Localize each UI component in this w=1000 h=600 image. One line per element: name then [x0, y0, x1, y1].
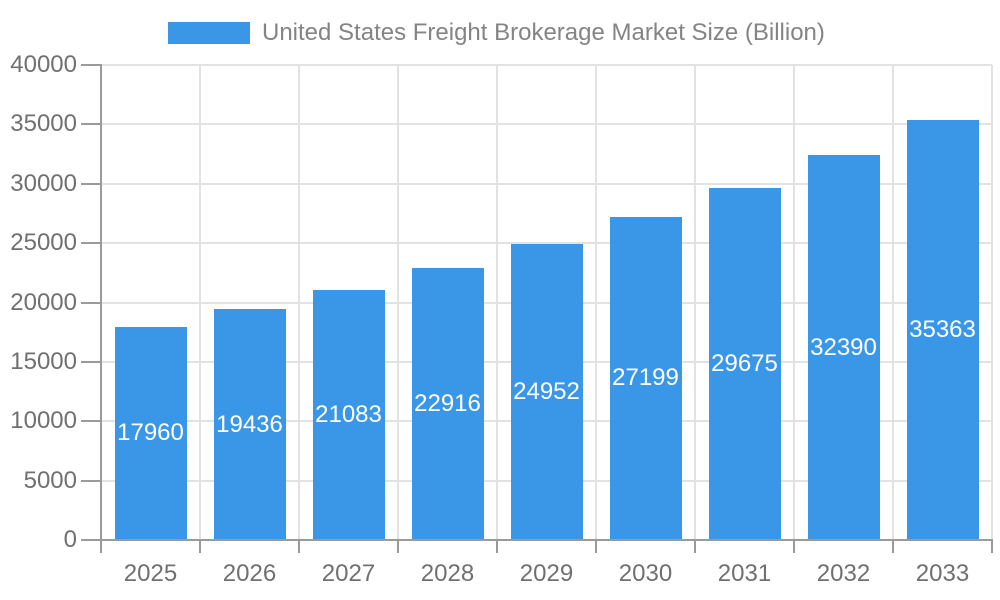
x-tick	[595, 540, 597, 553]
bar: 21083	[312, 289, 385, 540]
v-gridline	[496, 65, 498, 540]
x-tick	[892, 540, 894, 553]
bar-value-label: 22916	[414, 389, 481, 417]
y-tick-label: 5000	[23, 466, 77, 494]
v-gridline	[892, 65, 894, 540]
h-gridline	[101, 64, 992, 66]
x-tick	[397, 540, 399, 553]
y-tick	[81, 539, 101, 541]
y-tick-label: 40000	[10, 51, 77, 78]
y-tick-label: 35000	[10, 110, 77, 138]
y-tick-label: 0	[63, 526, 77, 553]
h-gridline	[101, 123, 992, 126]
bar-value-label: 19436	[216, 410, 283, 438]
h-gridline	[101, 242, 992, 245]
v-gridline	[694, 65, 696, 540]
v-gridline	[793, 65, 795, 540]
bar-value-label: 29675	[711, 349, 778, 377]
x-tick-label: 2027	[321, 560, 376, 587]
v-gridline	[595, 65, 597, 540]
x-tick-label: 2030	[618, 560, 673, 587]
bar: 35363	[906, 120, 979, 540]
bar: 22916	[411, 267, 484, 540]
y-tick	[81, 360, 101, 363]
x-axis-line	[100, 539, 993, 541]
bar-value-label: 17960	[117, 419, 184, 447]
bar-value-label: 27199	[612, 364, 679, 392]
h-gridline	[101, 182, 992, 185]
legend-label: United States Freight Brokerage Market S…	[262, 19, 825, 46]
x-tick	[694, 540, 696, 553]
bar-value-label: 32390	[810, 333, 877, 361]
chart-legend: United States Freight Brokerage Market S…	[168, 20, 825, 46]
x-tick	[199, 540, 201, 553]
y-tick-label: 25000	[10, 229, 77, 257]
y-tick	[81, 123, 101, 126]
bar: 24952	[510, 243, 583, 540]
x-tick	[496, 540, 498, 553]
v-gridline	[991, 65, 993, 540]
bar: 29675	[708, 187, 781, 540]
y-tick-label: 20000	[10, 288, 77, 316]
y-tick	[81, 479, 101, 482]
v-gridline	[397, 65, 399, 540]
bar-value-label: 24952	[513, 377, 580, 405]
x-tick	[991, 540, 993, 553]
bar-value-label: 21083	[315, 400, 382, 428]
y-tick	[81, 182, 101, 185]
y-tick-label: 15000	[10, 347, 77, 375]
x-tick-label: 2026	[222, 560, 277, 587]
y-tick-label: 30000	[10, 169, 77, 197]
legend-swatch	[168, 22, 250, 44]
y-axis-line	[100, 64, 102, 553]
x-tick	[793, 540, 795, 553]
y-tick	[81, 301, 101, 304]
bar: 19436	[213, 309, 286, 540]
bar: 32390	[807, 155, 880, 540]
x-tick-label: 2029	[519, 560, 574, 587]
x-tick-label: 2025	[123, 560, 178, 587]
x-tick-label: 2031	[717, 560, 772, 587]
v-gridline	[199, 65, 201, 540]
bar: 17960	[114, 326, 187, 540]
bar-value-label: 35363	[909, 316, 976, 344]
x-tick-label: 2033	[915, 560, 970, 587]
y-tick	[81, 64, 101, 66]
y-tick	[81, 242, 101, 245]
y-tick	[81, 420, 101, 423]
x-tick	[298, 540, 300, 553]
x-tick-label: 2032	[816, 560, 871, 587]
bar: 27199	[609, 217, 682, 540]
y-tick-label: 10000	[10, 407, 77, 435]
v-gridline	[298, 65, 300, 540]
x-tick-label: 2028	[420, 560, 475, 587]
